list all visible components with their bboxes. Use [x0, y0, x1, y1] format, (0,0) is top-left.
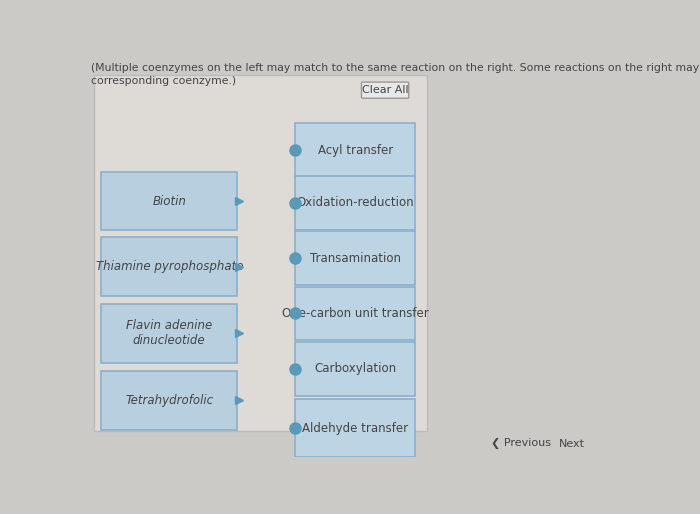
Text: Oxidation-reduction: Oxidation-reduction [297, 196, 414, 209]
Text: Flavin adenine
dinucleotide: Flavin adenine dinucleotide [126, 320, 212, 347]
Text: ❮ Previous: ❮ Previous [491, 438, 551, 449]
Text: Biotin: Biotin [153, 195, 186, 208]
Text: Carboxylation: Carboxylation [314, 362, 396, 375]
Bar [102, 237, 237, 296]
Bar [295, 286, 415, 340]
Bar [295, 342, 415, 396]
Text: Tetrahydrofolic: Tetrahydrofolic [125, 394, 214, 407]
Bar [295, 399, 415, 457]
Bar [94, 75, 427, 431]
Text: Thiamine pyrophosphate: Thiamine pyrophosphate [95, 260, 243, 273]
Bar [102, 371, 237, 430]
Bar [102, 304, 237, 363]
Text: (Multiple coenzymes on the left may match to the same reaction on the right. Som: (Multiple coenzymes on the left may matc… [90, 63, 700, 86]
FancyBboxPatch shape [361, 82, 409, 98]
Text: Clear All: Clear All [362, 85, 408, 95]
Bar [295, 231, 415, 285]
Text: Next: Next [559, 438, 584, 449]
Bar [295, 176, 415, 230]
Text: One-carbon unit transfer: One-carbon unit transfer [282, 307, 428, 320]
Text: Transamination: Transamination [310, 251, 401, 265]
Text: Aldehyde transfer: Aldehyde transfer [302, 421, 408, 435]
Bar [295, 123, 415, 177]
Bar [102, 172, 237, 230]
Text: Acyl transfer: Acyl transfer [318, 144, 393, 157]
